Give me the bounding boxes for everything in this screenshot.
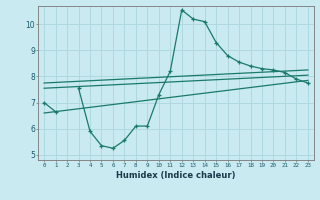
X-axis label: Humidex (Indice chaleur): Humidex (Indice chaleur) <box>116 171 236 180</box>
